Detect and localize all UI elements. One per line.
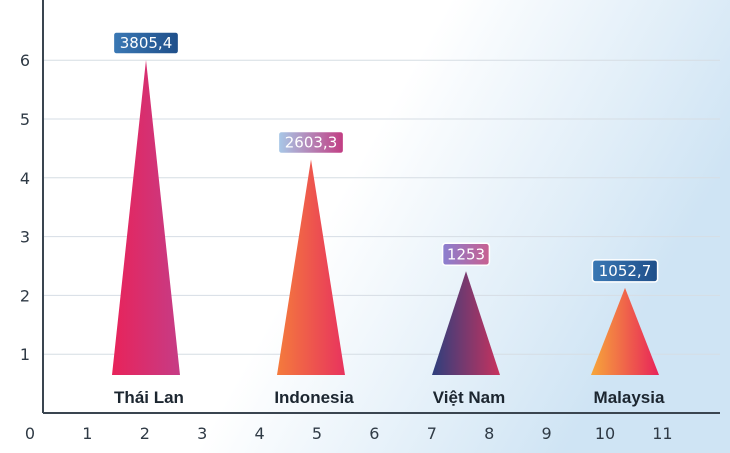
data-label: 3805,4	[120, 34, 173, 52]
x-tick-label: 9	[542, 424, 552, 443]
x-tick-label: 0	[25, 424, 35, 443]
x-tick-label: 2	[140, 424, 150, 443]
category-labels: Thái Lan Indonesia Việt Nam Malaysia	[114, 388, 665, 407]
x-tick-label: 7	[427, 424, 437, 443]
bar-malaysia	[591, 287, 659, 375]
category-label: Malaysia	[594, 388, 665, 407]
data-label-box	[591, 259, 659, 283]
y-tick-label: 1	[20, 345, 30, 364]
category-label: Indonesia	[274, 388, 354, 407]
bar-indonesia	[277, 159, 345, 375]
bar-việt-nam	[432, 271, 500, 375]
bars	[112, 60, 659, 375]
y-tick-label: 6	[20, 51, 30, 70]
y-tick-label: 5	[20, 110, 30, 129]
category-label: Việt Nam	[433, 388, 505, 407]
bar-thái-lan	[112, 60, 180, 375]
x-tick-label: 5	[312, 424, 322, 443]
data-label-box	[441, 242, 491, 267]
x-tick-label: 6	[369, 424, 379, 443]
data-label: 1253	[447, 245, 485, 263]
data-label: 1052,7	[599, 262, 652, 280]
data-labels: 3805,4 2603,3 1253 1052,7	[112, 31, 659, 283]
x-tick-label: 1	[82, 424, 92, 443]
x-tick-label: 3	[197, 424, 207, 443]
y-tick-labels: 1 2 3 4 5 6	[20, 51, 30, 364]
x-tick-labels: 0 1 2 3 4 5 6 7 8 9 10 11	[25, 424, 673, 443]
data-label-box	[112, 31, 180, 55]
y-tick-label: 4	[20, 169, 30, 188]
y-tick-label: 2	[20, 286, 30, 305]
x-tick-label: 10	[595, 424, 615, 443]
x-tick-label: 11	[652, 424, 672, 443]
x-tick-label: 8	[484, 424, 494, 443]
x-tick-label: 4	[255, 424, 265, 443]
data-label-box	[277, 130, 345, 155]
y-tick-label: 3	[20, 228, 30, 247]
data-label: 2603,3	[285, 134, 338, 152]
category-label: Thái Lan	[114, 388, 184, 407]
